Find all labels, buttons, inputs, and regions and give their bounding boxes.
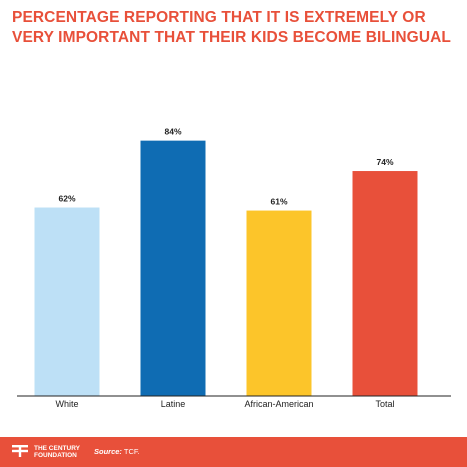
source-label: Source: xyxy=(94,447,122,456)
category-label: Latine xyxy=(161,399,186,409)
logo-line-1: THE CENTURY xyxy=(34,445,80,452)
source-value: TCF. xyxy=(123,447,140,456)
chart-title: PERCENTAGE REPORTING THAT IT IS EXTREMEL… xyxy=(12,9,451,46)
logo-line-2: FOUNDATION xyxy=(34,452,77,459)
footer-logo-text: THE CENTURY FOUNDATION xyxy=(34,445,80,459)
century-foundation-logo-icon xyxy=(12,445,28,457)
source-note: Source: TCF. xyxy=(94,447,140,456)
footer-bar: THE CENTURY FOUNDATION Source: TCF. xyxy=(0,437,467,467)
data-label: 84% xyxy=(164,127,181,137)
data-label: 61% xyxy=(270,197,287,207)
category-label: White xyxy=(55,399,78,409)
bar-chart: 62% White 84% Latine 61% African-American 74% T… xyxy=(0,70,467,415)
data-label: 74% xyxy=(376,157,393,167)
chart-canvas: 62% White 84% Latine 61% African-American 74% T… xyxy=(17,127,451,409)
bar-total xyxy=(352,171,418,396)
data-label: 62% xyxy=(58,194,75,204)
bar-white xyxy=(34,207,100,396)
bar-latine xyxy=(140,140,206,396)
category-label: African-American xyxy=(244,399,313,409)
category-label: Total xyxy=(375,399,394,409)
bar-african-american xyxy=(246,210,312,396)
